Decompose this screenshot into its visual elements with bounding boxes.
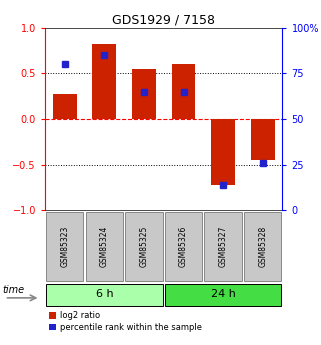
Bar bbox=[211, 119, 235, 185]
Text: 6 h: 6 h bbox=[96, 289, 113, 299]
Bar bbox=[204, 212, 242, 282]
Legend: log2 ratio, percentile rank within the sample: log2 ratio, percentile rank within the s… bbox=[49, 311, 202, 332]
Bar bbox=[53, 94, 77, 119]
Bar bbox=[165, 212, 202, 282]
Text: time: time bbox=[2, 285, 24, 295]
Text: GSM85328: GSM85328 bbox=[258, 226, 267, 267]
Text: GSM85324: GSM85324 bbox=[100, 226, 109, 267]
Bar bbox=[86, 212, 123, 282]
Text: GSM85327: GSM85327 bbox=[219, 226, 228, 267]
Bar bbox=[251, 119, 274, 160]
Text: GSM85325: GSM85325 bbox=[139, 226, 148, 267]
Bar bbox=[125, 212, 162, 282]
Bar bbox=[172, 64, 195, 119]
Bar bbox=[132, 69, 156, 119]
Text: 24 h: 24 h bbox=[211, 289, 236, 299]
Bar bbox=[165, 284, 281, 306]
Bar bbox=[46, 284, 162, 306]
Text: GSM85323: GSM85323 bbox=[60, 226, 69, 267]
Bar bbox=[92, 44, 116, 119]
Text: GSM85326: GSM85326 bbox=[179, 226, 188, 267]
Title: GDS1929 / 7158: GDS1929 / 7158 bbox=[112, 13, 215, 27]
Bar bbox=[46, 212, 83, 282]
Bar bbox=[244, 212, 281, 282]
